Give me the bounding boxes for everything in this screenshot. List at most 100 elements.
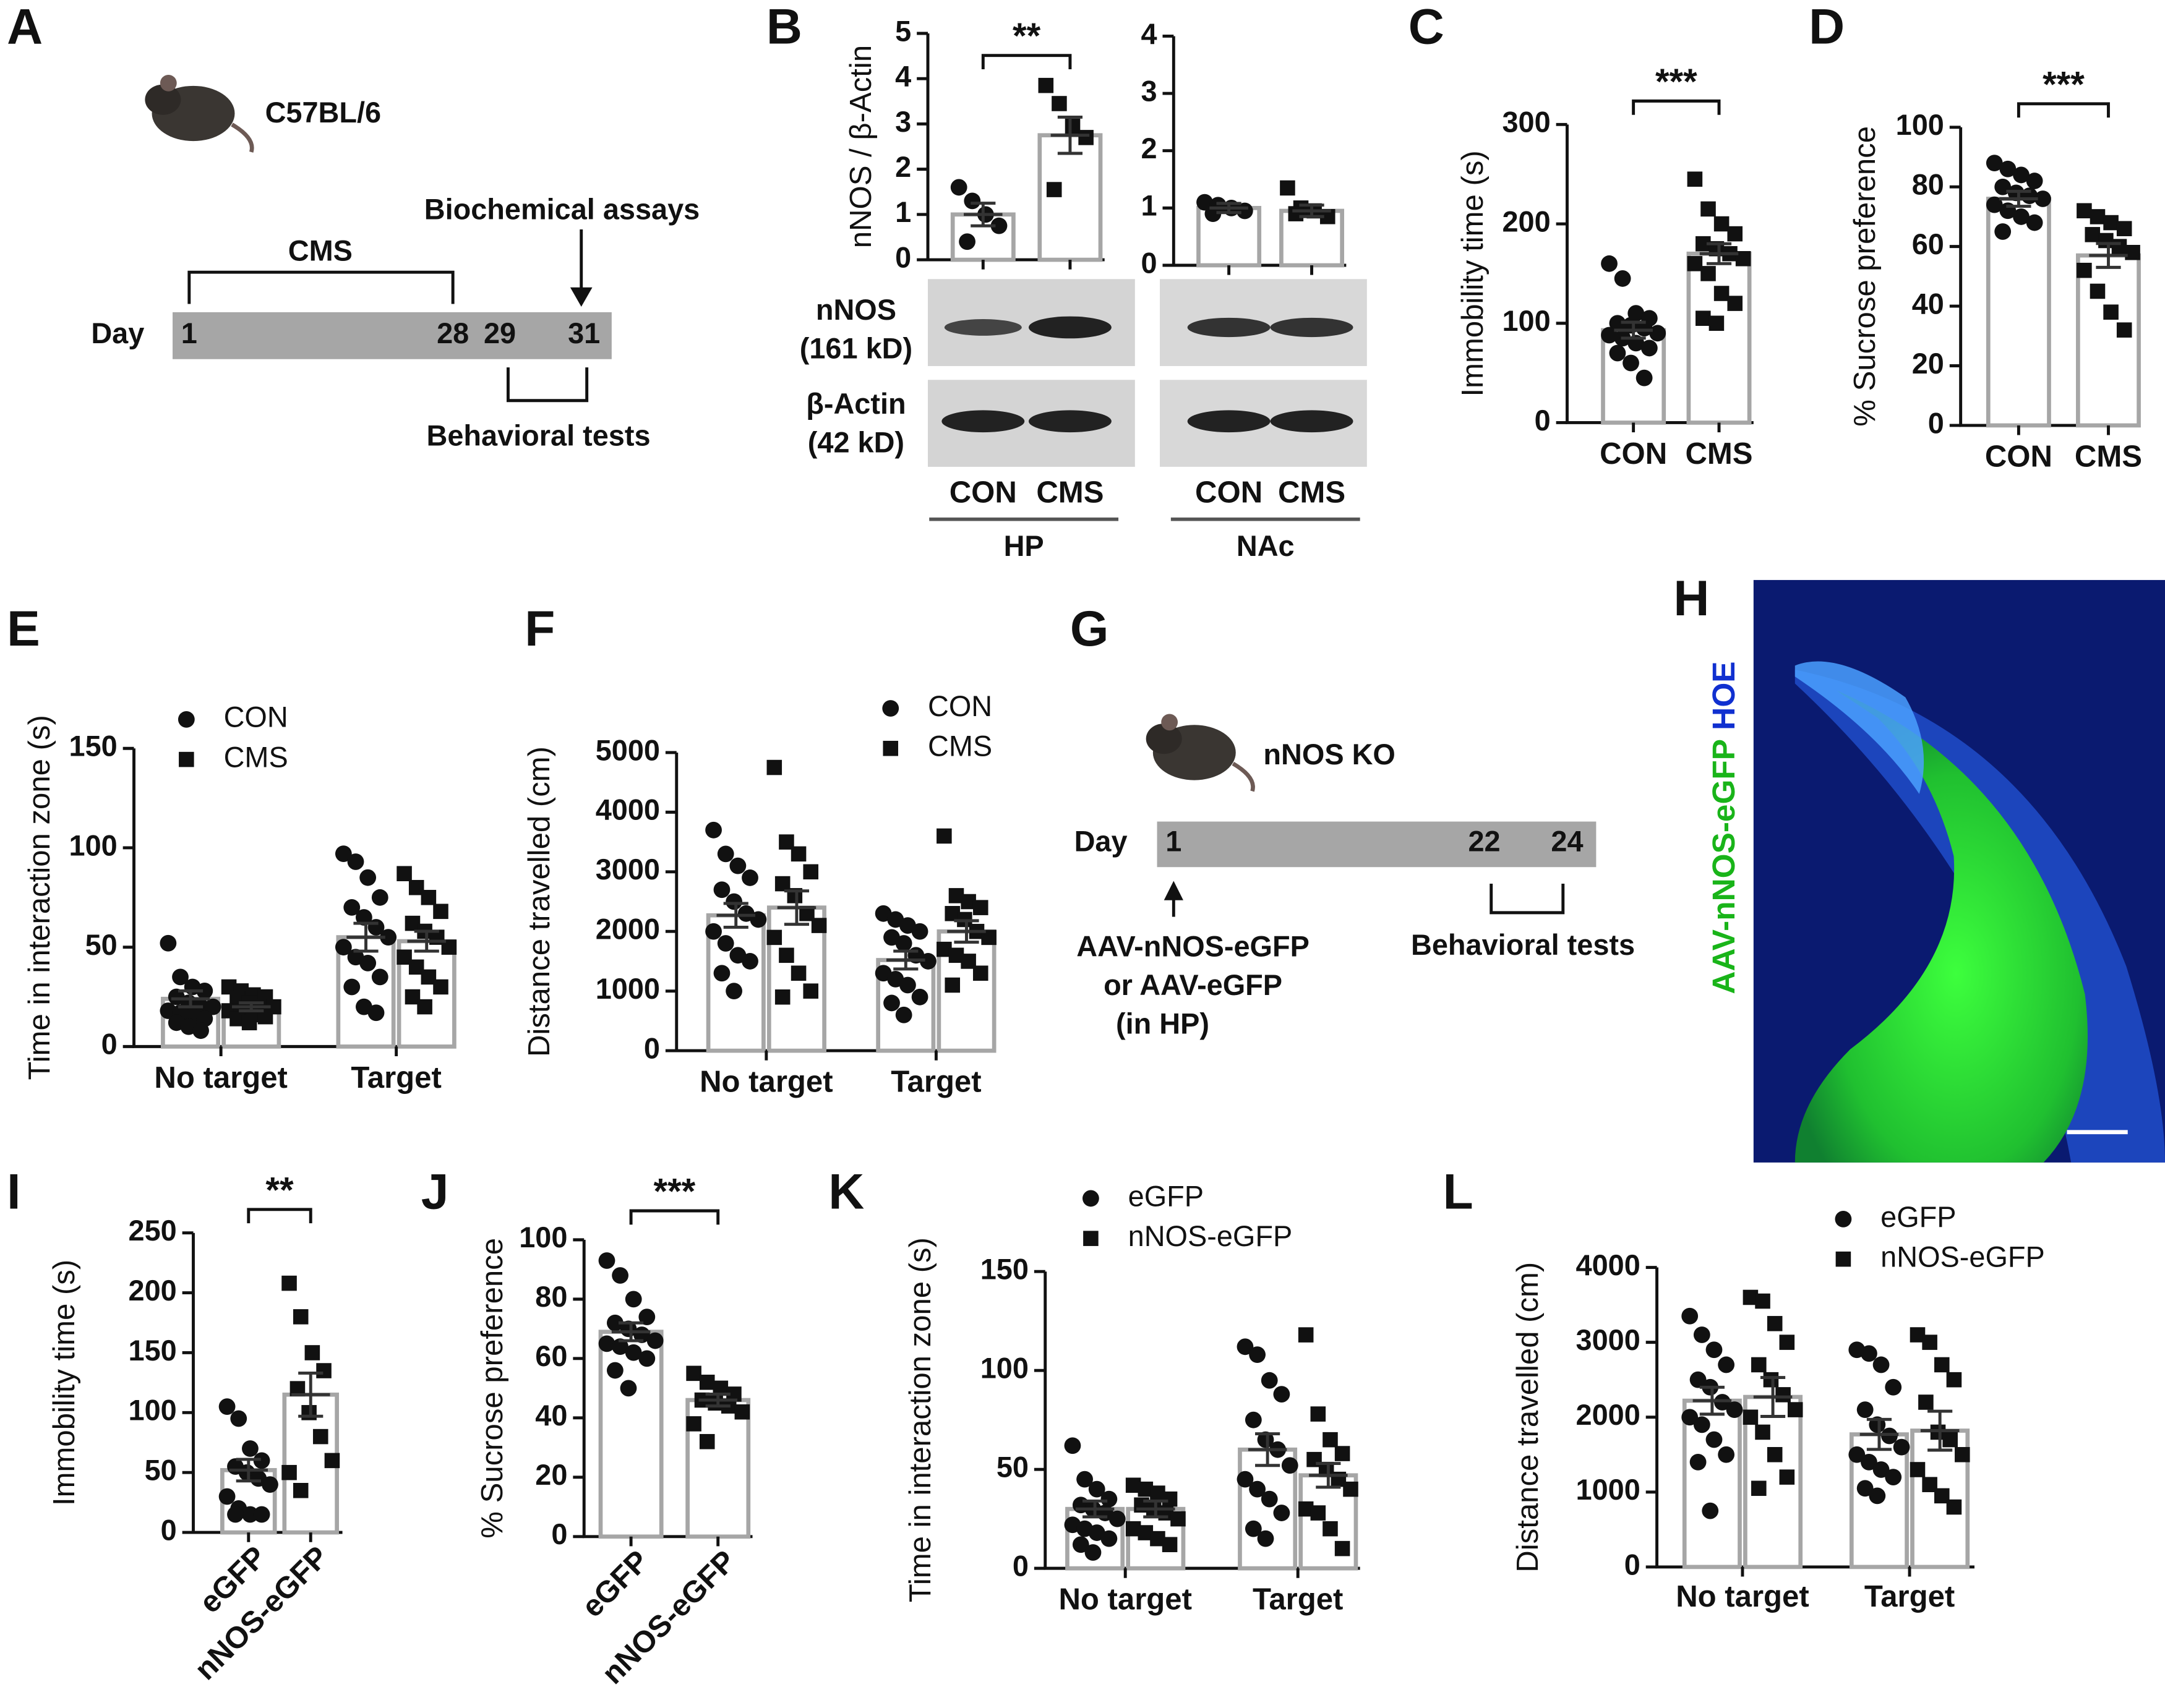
- error-bar: [947, 919, 986, 944]
- y-axis-label: Immobility time (s): [48, 1260, 81, 1506]
- data-point: [1999, 160, 2017, 177]
- data-point: [950, 179, 967, 196]
- data-point: [1343, 1481, 1358, 1497]
- panel-letter: E: [7, 601, 40, 657]
- data-point: [1245, 1411, 1262, 1428]
- data-point: [242, 1506, 259, 1523]
- injection-label: (in HP): [1116, 1007, 1209, 1040]
- data-point: [899, 976, 916, 994]
- blot-protein: nNOS: [816, 294, 896, 326]
- data-point: [1994, 223, 2012, 240]
- legend-label: CMS: [928, 730, 992, 762]
- y-tick-label: 2000: [596, 913, 660, 946]
- group-label: NAc: [1237, 530, 1295, 562]
- data-point: [227, 1506, 244, 1523]
- data-point: [937, 828, 952, 844]
- y-tick-label: 150: [980, 1253, 1029, 1286]
- day-number: 1: [181, 317, 197, 349]
- data-point: [1636, 320, 1653, 337]
- data-point: [1708, 315, 1725, 331]
- data-point: [2077, 203, 2092, 219]
- legend-marker: [179, 751, 194, 767]
- data-point: [1273, 1505, 1290, 1521]
- data-point: [1052, 96, 1067, 111]
- data-point: [699, 1374, 715, 1390]
- data-point: [1687, 171, 1703, 187]
- data-point: [218, 1488, 236, 1505]
- x-tick-label: Target: [351, 1061, 441, 1095]
- data-point: [990, 217, 1008, 234]
- data-point: [1872, 1461, 1890, 1478]
- data-point: [1922, 1334, 1937, 1350]
- data-point: [1702, 1502, 1719, 1519]
- data-point: [1726, 1401, 1743, 1418]
- day-number: 29: [484, 317, 516, 349]
- data-point: [1755, 1293, 1770, 1309]
- panel-letter: D: [1809, 0, 1845, 55]
- x-tick-label: CMS: [1278, 476, 1345, 509]
- data-point: [638, 1350, 656, 1367]
- y-tick-label: 100: [1503, 305, 1551, 337]
- data-point: [1693, 1416, 1710, 1433]
- data-point: [1885, 1378, 1902, 1396]
- data-point: [1236, 202, 1253, 220]
- data-point: [2098, 233, 2114, 249]
- y-axis-label: Distance travelled (cm): [1511, 1262, 1545, 1573]
- data-point: [699, 1433, 715, 1450]
- data-point: [972, 900, 988, 915]
- error-bar: [1920, 1409, 1960, 1452]
- y-tick-label: 100: [980, 1352, 1029, 1385]
- data-point: [1955, 1446, 1970, 1462]
- significance: ***: [654, 1172, 696, 1212]
- data-point: [625, 1291, 642, 1308]
- data-point: [1779, 1334, 1795, 1350]
- data-point: [1298, 1327, 1314, 1343]
- data-point: [281, 1464, 297, 1480]
- y-tick-label: 60: [535, 1340, 567, 1372]
- group-label: HP: [1004, 530, 1044, 562]
- day-number: 22: [1468, 826, 1500, 858]
- data-point: [324, 1453, 340, 1469]
- y-tick-label: 0: [895, 241, 911, 273]
- assay-label: Biochemical assays: [424, 193, 700, 225]
- legend-label: eGFP: [1128, 1180, 1204, 1212]
- data-point: [1713, 286, 1730, 301]
- data-point: [281, 1275, 297, 1291]
- x-tick-label: CON: [950, 476, 1017, 509]
- strain-label: C57BL/6: [265, 96, 382, 129]
- injection-label: or AAV-eGFP: [1104, 969, 1282, 1001]
- data-point: [1700, 201, 1716, 217]
- data-point: [2116, 322, 2132, 338]
- data-point: [1763, 1372, 1779, 1388]
- y-tick-label: 100: [129, 1394, 177, 1427]
- y-tick-label: 1: [895, 196, 911, 228]
- data-point: [1705, 1341, 1723, 1359]
- data-point: [1261, 1372, 1278, 1389]
- data-point: [356, 909, 372, 926]
- data-point: [2077, 262, 2092, 278]
- arrow-head: [570, 287, 593, 307]
- data-point: [708, 1395, 723, 1411]
- data-point: [172, 968, 189, 986]
- error-bar: [1692, 1385, 1732, 1416]
- x-tick-label: No target: [154, 1061, 287, 1095]
- error-bar: [1309, 1462, 1348, 1489]
- data-point: [371, 968, 388, 986]
- data-point: [433, 903, 448, 920]
- data-point: [1713, 216, 1730, 232]
- data-point: [791, 846, 807, 862]
- data-point: [1861, 1453, 1877, 1471]
- data-point: [293, 1483, 309, 1498]
- data-point: [1064, 1437, 1081, 1454]
- data-point: [1249, 1480, 1266, 1498]
- data-point: [1885, 1469, 1902, 1485]
- data-point: [972, 965, 988, 981]
- sig-bracket: [247, 1208, 312, 1224]
- data-point: [766, 929, 782, 946]
- data-point: [1767, 1446, 1783, 1462]
- y-tick-label: 200: [129, 1275, 177, 1307]
- x-tick-label: No target: [1676, 1580, 1809, 1613]
- data-point: [726, 893, 742, 910]
- day-number: 28: [437, 317, 469, 349]
- y-tick-label: 50: [85, 929, 118, 961]
